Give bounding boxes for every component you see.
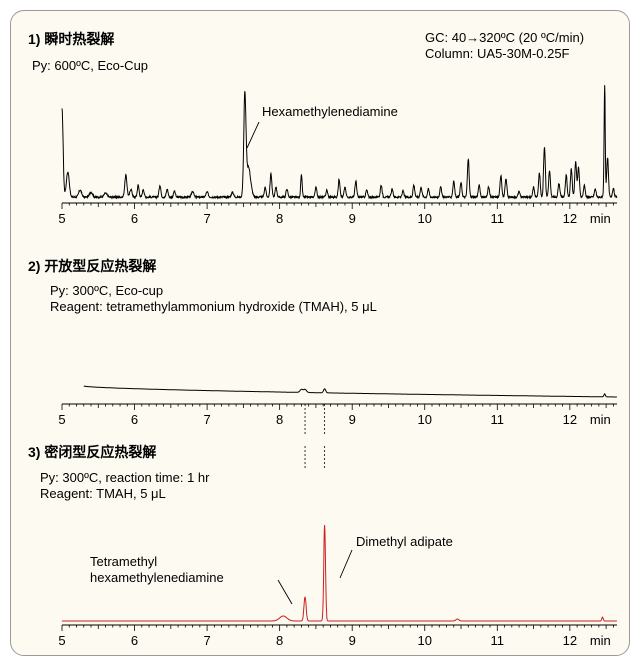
peak-annotation: Dimethyl adipate — [356, 534, 453, 549]
panel-1-column: Column: UA5-30M-0.25F — [425, 46, 570, 61]
panel-3-condition-2: Reagent: TMAH, 5 μL — [40, 486, 166, 501]
figure-frame — [10, 10, 630, 656]
chart-panel-3: 5 6 7 8 9 10 11 12 min Tetramethyl hexamethylenedi… — [58, 446, 617, 648]
peak-annotation: Hexamethylenediamine — [262, 104, 398, 119]
panel-3-condition-1: Py: 300ºC, reaction time: 1 hr — [40, 470, 210, 485]
x-tick-label: 12 — [563, 633, 577, 648]
x-tick-label: 10 — [418, 412, 432, 427]
panel-2-condition-2: Reagent: tetramethylammonium hydroxide (… — [50, 299, 377, 314]
x-tick-label: 11 — [491, 633, 505, 648]
x-axis-unit: min — [590, 211, 611, 226]
x-tick-label: 8 — [276, 412, 283, 427]
panel-3-title: 3) 密闭型反应热裂解 — [28, 444, 157, 460]
panel-1-gc-program: GC: 40→320ºC (20 ºC/min) — [425, 30, 585, 45]
peak-annotation: Tetramethyl hexamethylenediamine — [90, 554, 224, 585]
panel-1-condition: Py: 600ºC, Eco-Cup — [32, 58, 149, 73]
chromatogram-trace-1 — [61, 85, 618, 200]
chart-panel-2: 5 6 7 8 9 10 11 12 min — [58, 385, 617, 436]
x-tick-label: 6 — [131, 633, 138, 648]
x-tick-label: 9 — [349, 412, 356, 427]
chromatogram-trace-2 — [83, 385, 617, 398]
annotation-leader-line — [339, 549, 353, 579]
panel-1-title: 1) 瞬时热裂解 — [28, 31, 115, 47]
x-axis-unit: min — [590, 633, 611, 648]
x-tick-label: 12 — [563, 211, 577, 226]
x-tick-label: 5 — [58, 412, 65, 427]
x-tick-label: 10 — [418, 633, 432, 648]
annotation-leader-line — [246, 121, 260, 149]
x-tick-label: 6 — [131, 211, 138, 226]
x-tick-label: 7 — [203, 211, 210, 226]
chart-panel-1: 5 6 7 8 9 10 11 12 min Hexamethylenediamine — [58, 85, 618, 226]
x-tick-label: 9 — [349, 211, 356, 226]
chromatogram-trace-3 — [62, 524, 617, 622]
x-tick-label: 10 — [418, 211, 432, 226]
x-tick-label: 8 — [276, 633, 283, 648]
x-tick-label: 12 — [563, 412, 577, 427]
x-tick-label: 5 — [58, 211, 65, 226]
x-tick-label: 5 — [58, 633, 65, 648]
x-tick-label: 7 — [203, 412, 210, 427]
x-tick-label: 11 — [491, 211, 505, 226]
x-tick-label: 11 — [491, 412, 505, 427]
panel-2-condition-1: Py: 300ºC, Eco-cup — [50, 283, 164, 298]
x-tick-label: 6 — [131, 412, 138, 427]
x-tick-label: 9 — [349, 633, 356, 648]
x-axis-unit: min — [590, 412, 611, 427]
panel-2-title: 2) 开放型反应热裂解 — [28, 258, 157, 274]
x-tick-label: 8 — [276, 211, 283, 226]
annotation-leader-line — [277, 579, 293, 605]
x-tick-label: 7 — [203, 633, 210, 648]
